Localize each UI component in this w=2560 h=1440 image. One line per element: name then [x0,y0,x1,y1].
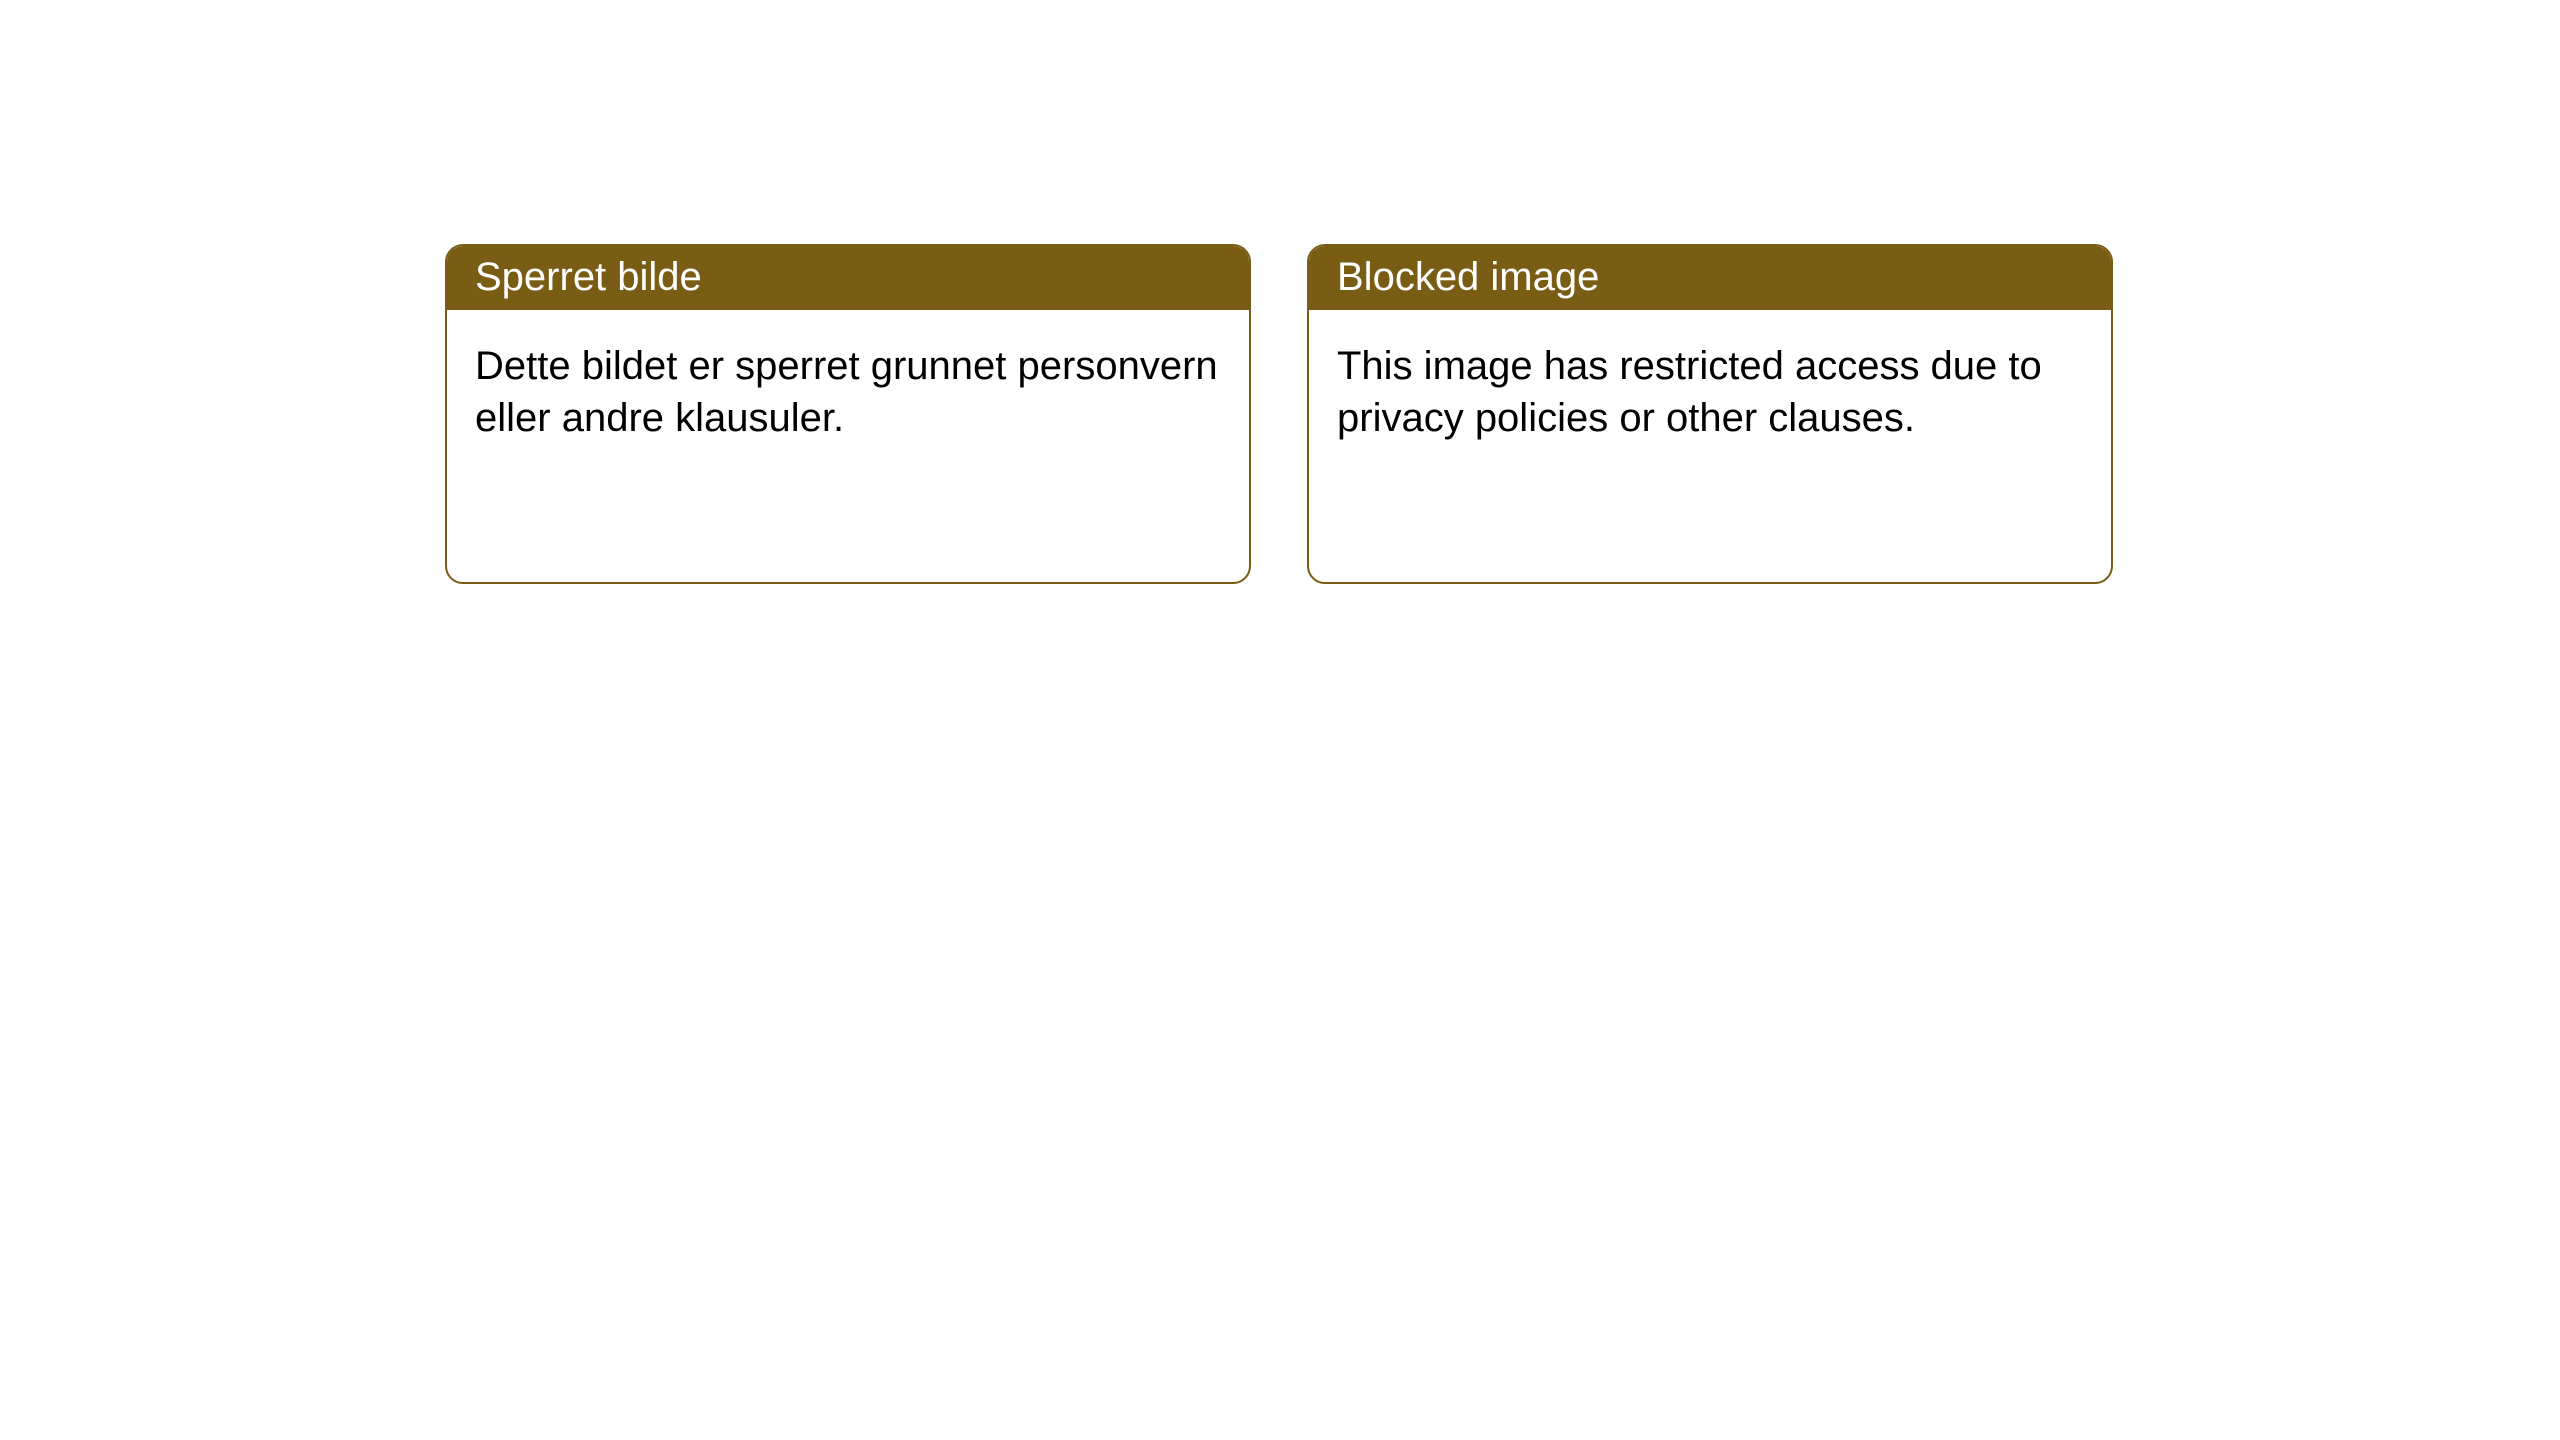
notice-cards-container: Sperret bilde Dette bildet er sperret gr… [445,244,2113,584]
notice-card-norwegian: Sperret bilde Dette bildet er sperret gr… [445,244,1251,584]
notice-card-header: Sperret bilde [447,246,1249,310]
notice-card-header: Blocked image [1309,246,2111,310]
notice-card-body: This image has restricted access due to … [1309,310,2111,474]
notice-card-english: Blocked image This image has restricted … [1307,244,2113,584]
notice-card-body: Dette bildet er sperret grunnet personve… [447,310,1249,474]
